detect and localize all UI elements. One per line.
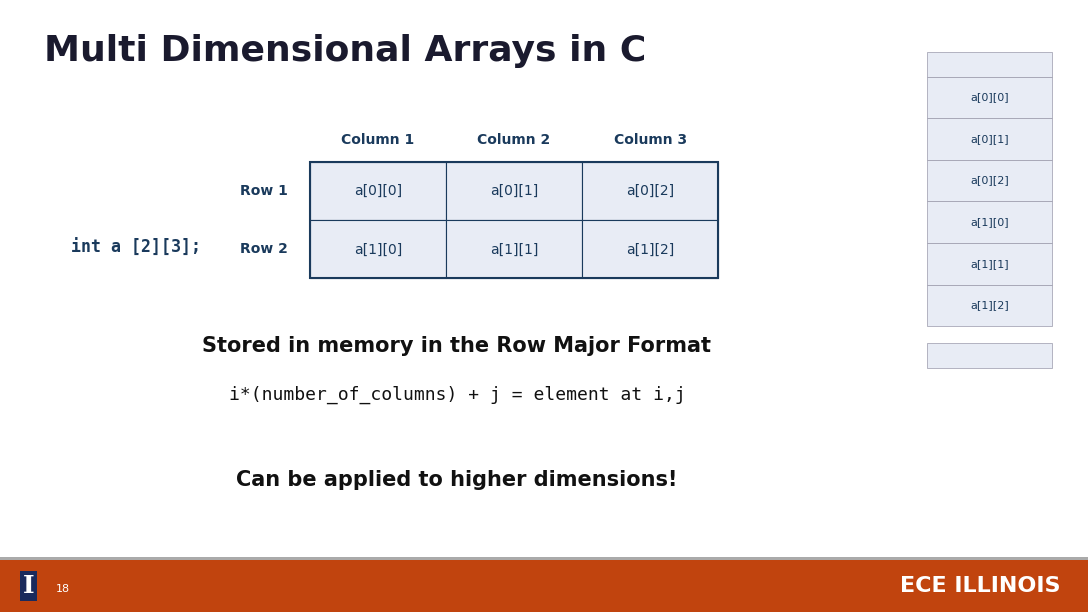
Text: 18: 18 (57, 584, 70, 594)
Text: a[1][1]: a[1][1] (490, 242, 539, 256)
Bar (0, 560, 1088, 612)
Text: a[1][0]: a[1][0] (354, 242, 403, 256)
Text: int a [2][3];: int a [2][3]; (71, 239, 200, 257)
Text: Row 2: Row 2 (239, 242, 288, 256)
Text: Stored in memory in the Row Major Format: Stored in memory in the Row Major Format (202, 336, 712, 356)
Text: a[1][2]: a[1][2] (626, 242, 675, 256)
Text: a[0][1]: a[0][1] (490, 184, 539, 198)
Bar (927, 201, 1052, 243)
Text: Multi Dimensional Arrays in C: Multi Dimensional Arrays in C (44, 34, 646, 68)
Text: a[1][0]: a[1][0] (970, 217, 1009, 227)
Bar (927, 76, 1052, 118)
Text: ECE ILLINOIS: ECE ILLINOIS (900, 576, 1061, 596)
Text: a[1][2]: a[1][2] (970, 300, 1009, 310)
Bar (582, 220, 718, 278)
Bar (927, 160, 1052, 201)
Bar (927, 118, 1052, 160)
Bar (446, 220, 582, 278)
Text: a[0][0]: a[0][0] (354, 184, 403, 198)
Bar (0, 557, 1088, 560)
Bar (927, 52, 1052, 76)
Text: Column 3: Column 3 (614, 133, 687, 147)
Bar (310, 162, 446, 220)
Bar (927, 243, 1052, 285)
Bar (310, 162, 718, 278)
Bar (582, 162, 718, 220)
Text: Column 2: Column 2 (478, 133, 551, 147)
Text: i*(number_of_columns) + j = element at i,j: i*(number_of_columns) + j = element at i… (228, 386, 685, 404)
Bar (310, 220, 446, 278)
Bar (927, 285, 1052, 326)
Text: a[0][2]: a[0][2] (970, 176, 1009, 185)
Text: Can be applied to higher dimensions!: Can be applied to higher dimensions! (236, 471, 678, 490)
Text: I: I (23, 574, 34, 598)
Bar (927, 343, 1052, 368)
Text: Column 1: Column 1 (342, 133, 415, 147)
Text: a[0][1]: a[0][1] (970, 134, 1009, 144)
Text: Row 1: Row 1 (239, 184, 288, 198)
Text: a[0][0]: a[0][0] (970, 92, 1009, 102)
Bar (446, 162, 582, 220)
Text: a[0][2]: a[0][2] (626, 184, 675, 198)
Text: I: I (22, 572, 35, 600)
Text: a[1][1]: a[1][1] (970, 259, 1009, 269)
